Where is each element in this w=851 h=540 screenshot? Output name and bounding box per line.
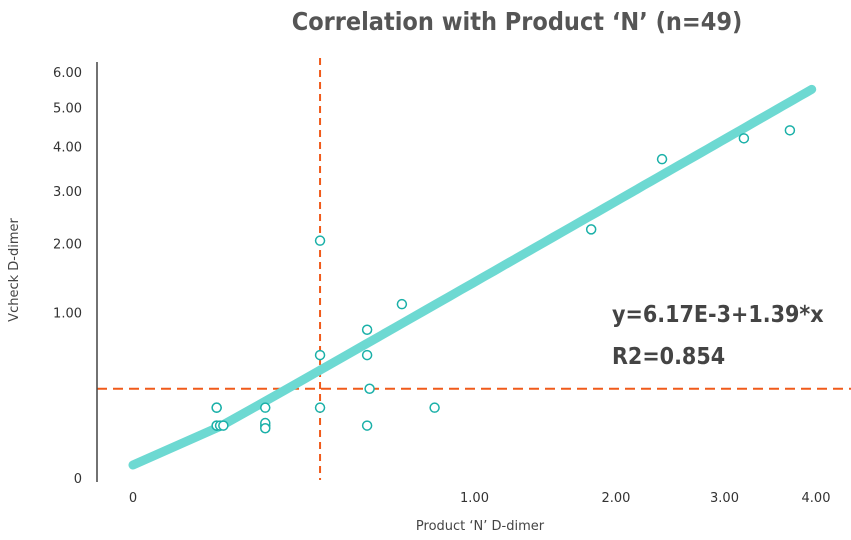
data-point	[314, 235, 326, 246]
data-point	[211, 402, 222, 413]
x-tick-label: 3.00	[710, 491, 739, 506]
y-tick-label: 3.00	[53, 185, 82, 200]
x-axis-label: Product ‘N’ D-dimer	[416, 519, 545, 534]
y-tick-label: 5.00	[53, 101, 82, 116]
data-point	[738, 133, 750, 144]
r-squared-value: R2=0.854	[612, 344, 725, 370]
y-tick-label: 0	[74, 472, 82, 487]
regression-equation: y=6.17E-3+1.39*x	[612, 302, 824, 328]
x-tick-label: 2.00	[601, 491, 630, 506]
data-point	[314, 349, 326, 361]
data-point	[361, 420, 373, 431]
x-tick-label: 0	[129, 491, 137, 506]
chart-title: Correlation with Product ‘N’ (n=49)	[292, 7, 743, 36]
x-tick-label: 4.00	[802, 491, 831, 506]
regression-line-group	[128, 84, 817, 470]
regression-line	[128, 84, 817, 470]
data-point	[260, 423, 271, 434]
data-point	[361, 324, 373, 335]
tick-labels: 0 1.00 2.00 3.00 4.00 0 1.00 2.00 3.00 4.00 5.00 6.…	[53, 66, 830, 506]
data-point	[218, 420, 229, 431]
y-tick-label: 2.00	[53, 238, 82, 253]
cutoff-lines	[97, 58, 851, 480]
y-tick-label: 6.00	[53, 66, 82, 81]
data-point	[784, 125, 796, 136]
y-tick-label: 1.00	[53, 306, 82, 321]
data-point	[314, 402, 326, 413]
x-tick-label: 1.00	[460, 491, 489, 506]
data-point	[585, 224, 597, 235]
y-tick-label: 4.00	[53, 141, 82, 156]
data-point	[429, 402, 440, 413]
y-axis-label: Vcheck D-dimer	[7, 218, 22, 322]
data-point	[361, 349, 373, 361]
data-point	[260, 402, 271, 413]
data-points	[211, 125, 796, 434]
data-point	[396, 298, 408, 310]
data-point	[656, 153, 668, 165]
data-point	[364, 383, 375, 394]
